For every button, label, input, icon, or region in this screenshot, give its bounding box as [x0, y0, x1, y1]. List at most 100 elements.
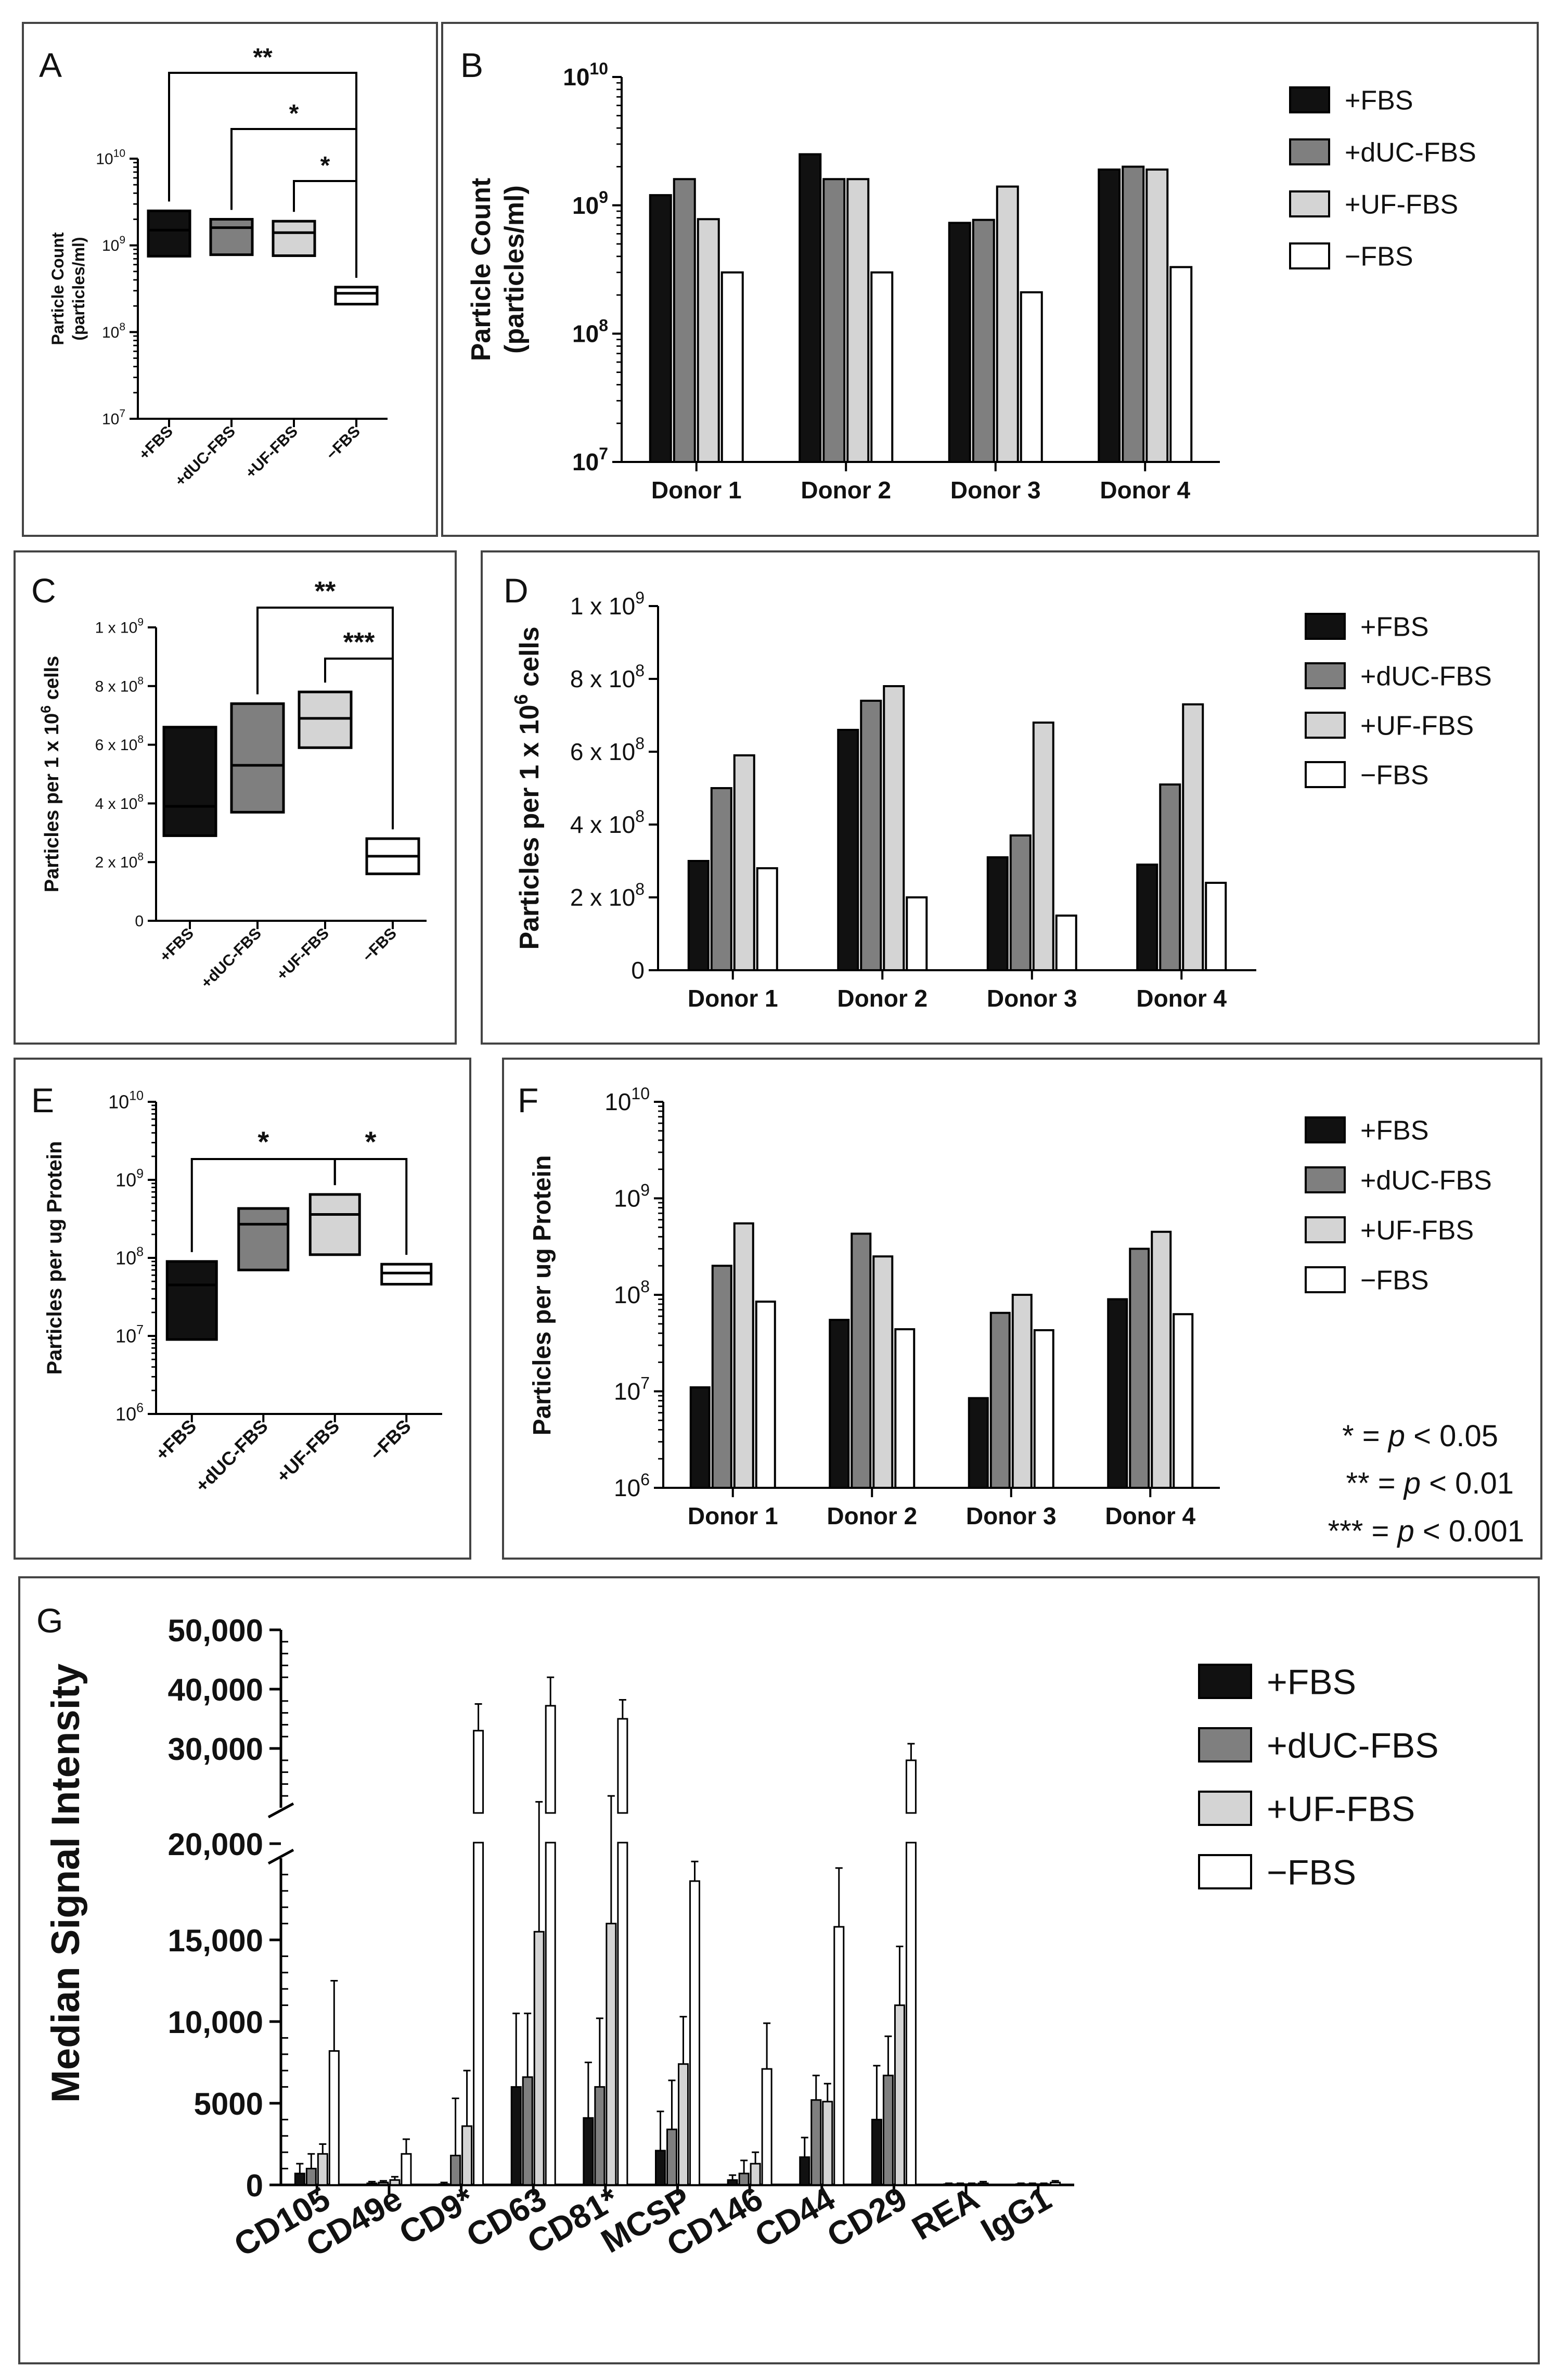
- panel-d-bar-0-0: [687, 860, 710, 971]
- panel-c-ytick-label-4: 8 x 108: [95, 675, 144, 695]
- panel-a-ytick-label-2: 109: [102, 234, 125, 254]
- panel-f-legend-swatch-0: [1305, 1116, 1346, 1143]
- panel-d-legend-label-2: +UF-FBS: [1360, 711, 1474, 741]
- panel-c-xtick-label-3: −FBS: [359, 925, 400, 966]
- panel-b-bar-3-0: [1098, 168, 1121, 463]
- panel-d-legend-swatch-2: [1305, 712, 1346, 739]
- panel-e-bracket-label-1: *: [365, 1125, 377, 1158]
- panel-g-bar-6-2: [750, 2163, 761, 2186]
- panel-g-bar-4-3-lower: [617, 1842, 628, 2186]
- panel-g-legend-swatch-0: [1198, 1664, 1252, 1699]
- panel-g-bar-0-0: [294, 2172, 305, 2186]
- panel-d-ytick-label-4: 8 x 108: [570, 661, 645, 692]
- panel-g-bar-3-3: [545, 1705, 556, 1814]
- panel-d-bar-3-3: [1205, 882, 1227, 971]
- panel-letter-g: G: [36, 1601, 63, 1640]
- panel-f-bar-3-1: [1129, 1247, 1150, 1489]
- panel-g-bar-10-3: [1050, 2181, 1061, 2186]
- panel-g-axis-break-lower: [267, 1848, 294, 1865]
- panel-g-bar-7-2: [822, 2101, 833, 2186]
- panel-g-xtick-label-7: CD44: [749, 2180, 841, 2255]
- panel-c-bracket-label-1: ***: [343, 627, 375, 658]
- panel-f-legend-label-2: +UF-FBS: [1360, 1216, 1474, 1246]
- panel-b-bar-2-3: [1020, 291, 1043, 464]
- panel-g-bar-8-3-lower: [905, 1842, 917, 2186]
- panel-g-bar-3-0: [510, 2086, 522, 2186]
- panel-g-bar-1-0: [366, 2182, 378, 2186]
- panel-a-ytick-label-3: 1010: [96, 148, 125, 168]
- panel-c-ytick-label-0: 0: [135, 913, 144, 930]
- panel-e-xtick-label-0: +FBS: [151, 1416, 200, 1465]
- panel-g-bar-0-3: [328, 2050, 340, 2186]
- panel-d-legend-swatch-0: [1305, 613, 1346, 640]
- panel-d-ytick-label-3: 6 x 108: [570, 734, 645, 765]
- panel-g-bar-10-0: [1015, 2183, 1027, 2186]
- panel-b-legend-label-1: +dUC-FBS: [1345, 138, 1476, 168]
- panel-d-legend-label-0: +FBS: [1360, 612, 1429, 642]
- panel-f-legend-label-3: −FBS: [1360, 1266, 1429, 1296]
- panel-e-ytick-label-2: 108: [115, 1245, 144, 1269]
- panel-b-ytick-label-2: 109: [572, 188, 608, 219]
- panel-b-bar-2-2: [996, 185, 1019, 463]
- panel-c-bracket-1: [324, 658, 394, 830]
- panel-d-bar-2-2: [1032, 722, 1054, 971]
- panel-a-box-0: [147, 209, 191, 258]
- panel-e-bracket-label-0: *: [257, 1125, 269, 1158]
- panel-g-bar-7-1: [810, 2099, 822, 2186]
- panel-letter-b: B: [460, 46, 483, 84]
- panel-d-legend-label-1: +dUC-FBS: [1360, 662, 1492, 692]
- panel-g-frame: [18, 1576, 1540, 2364]
- panel-f-legend-label-1: +dUC-FBS: [1360, 1166, 1492, 1196]
- panel-f-legend-swatch-3: [1305, 1266, 1346, 1293]
- panel-g-bar-2-1: [450, 2154, 461, 2186]
- panel-b-xtick-label-2: Donor 3: [950, 477, 1041, 504]
- panel-g-bar-6-3: [761, 2068, 772, 2186]
- panel-f-bar-2-1: [989, 1311, 1011, 1489]
- panel-f-bar-3-3: [1173, 1313, 1194, 1489]
- panel-a-bracket-2: [293, 180, 357, 278]
- panel-c-ylabel: Particles per 1 x 106 cells: [38, 656, 63, 892]
- pvalue-legend-3: *** = p < 0.001: [1328, 1514, 1524, 1548]
- panel-e-ytick-label-0: 106: [115, 1401, 144, 1425]
- panel-b-legend-label-3: −FBS: [1345, 242, 1413, 272]
- panel-b-ylabel-2: (particles/ml): [499, 185, 530, 354]
- panel-b-legend-label-0: +FBS: [1345, 86, 1413, 116]
- panel-f-bar-1-0: [829, 1319, 850, 1489]
- panel-b-ytick-label-1: 108: [572, 316, 608, 347]
- panel-f-bar-0-2: [733, 1222, 754, 1489]
- panel-g-ytick-label-5: 30,000: [168, 1732, 263, 1767]
- panel-b-legend-swatch-0: [1289, 86, 1330, 113]
- panel-f-xtick-label-3: Donor 4: [1105, 1502, 1195, 1529]
- panel-a-xtick-label-3: −FBS: [323, 423, 364, 464]
- panel-g-ytick-label-3: 15,000: [168, 1923, 263, 1958]
- panel-b-legend-swatch-3: [1289, 242, 1330, 269]
- panel-b-bar-1-3: [870, 271, 894, 463]
- panel-g-bar-6-0: [727, 2179, 738, 2186]
- panel-g-bar-4-2: [606, 1923, 617, 2186]
- panel-d-legend-label-3: −FBS: [1360, 761, 1429, 791]
- panel-c-xtick-label-0: +FBS: [157, 925, 197, 966]
- panel-g-bar-7-0: [799, 2156, 810, 2186]
- panel-b-ytick-label-0: 107: [572, 444, 608, 475]
- panel-g-bar-3-1: [522, 2076, 533, 2186]
- panel-g-ytick-label-2: 10,000: [168, 2005, 263, 2040]
- panel-d-legend-swatch-1: [1305, 662, 1346, 689]
- panel-a-xtick-label-0: +FBS: [136, 423, 176, 464]
- panel-d-bar-3-2: [1182, 703, 1204, 971]
- panel-c-ytick-label-5: 1 x 109: [95, 616, 144, 637]
- panel-b-bar-3-1: [1122, 165, 1145, 463]
- panel-c-xtick-label-2: +UF-FBS: [273, 925, 332, 984]
- panel-g-ytick-label-0: 0: [246, 2168, 263, 2203]
- panel-b-ylabel-1: Particle Count: [466, 178, 496, 362]
- panel-d-bar-0-3: [756, 867, 778, 971]
- panel-f-legend-label-0: +FBS: [1360, 1116, 1429, 1146]
- panel-b-xtick-label-1: Donor 2: [801, 477, 891, 504]
- panel-f-ytick-label-2: 108: [614, 1277, 650, 1308]
- panel-d-legend-swatch-3: [1305, 761, 1346, 788]
- panel-a-xtick-label-2: +UF-FBS: [242, 423, 301, 482]
- panel-e-xtick-label-2: +UF-FBS: [272, 1416, 343, 1487]
- panel-d-xtick-label-3: Donor 4: [1136, 985, 1227, 1012]
- panel-d-bar-1-1: [860, 700, 882, 971]
- panel-g-bar-9-3: [977, 2182, 989, 2186]
